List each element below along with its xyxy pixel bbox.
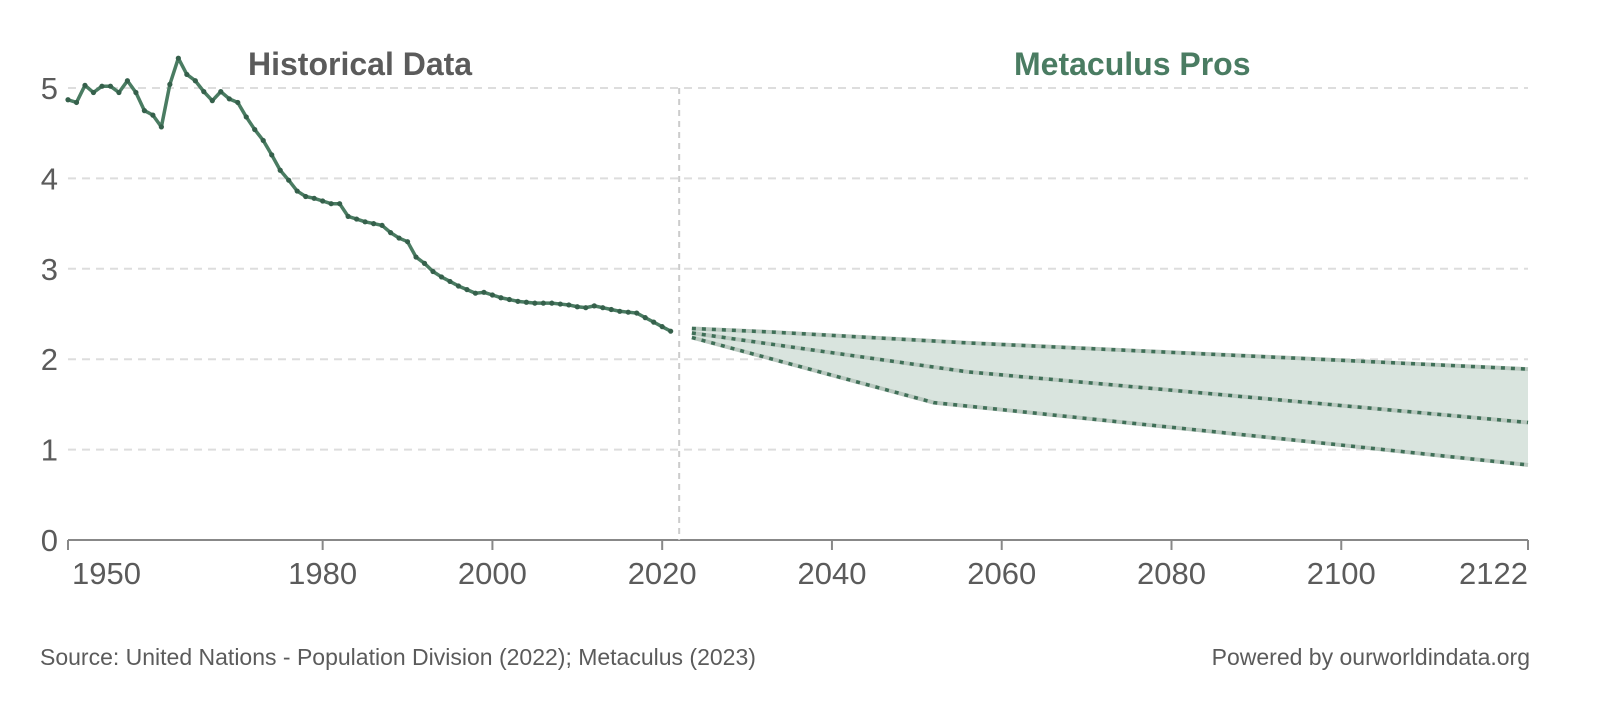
historical-point bbox=[192, 78, 198, 84]
historical-point bbox=[447, 278, 453, 285]
historical-point bbox=[218, 89, 224, 95]
historical-point bbox=[600, 305, 606, 311]
historical-point bbox=[625, 309, 631, 315]
historical-point bbox=[583, 305, 589, 311]
forecast-line-1 bbox=[691, 326, 1529, 371]
historical-point bbox=[320, 198, 326, 204]
historical-point bbox=[651, 319, 657, 325]
forecast-line-halo bbox=[691, 331, 1529, 425]
historical-point bbox=[523, 299, 529, 305]
historical-point bbox=[252, 126, 258, 133]
x-axis: 1950 1980 2000 2020 2040 2060 2080 2100 2122 bbox=[67, 539, 1529, 591]
historical-data-title: Historical Data bbox=[248, 46, 472, 82]
x-tick-label: 1950 bbox=[72, 556, 141, 591]
historical-point bbox=[82, 82, 88, 88]
historical-point bbox=[489, 292, 496, 298]
historical-point bbox=[269, 152, 275, 158]
historical-point bbox=[464, 286, 470, 293]
historical-point bbox=[532, 300, 538, 306]
historical-point bbox=[668, 328, 674, 334]
historical-point bbox=[608, 306, 614, 313]
source-note: Source: United Nations - Population Divi… bbox=[40, 644, 756, 670]
historical-point bbox=[337, 201, 343, 207]
y-axis: 0 1 2 3 4 5 bbox=[41, 71, 58, 558]
y-tick-label: 3 bbox=[41, 252, 58, 287]
historical-point bbox=[498, 295, 504, 301]
historical-point bbox=[65, 97, 71, 103]
historical-point bbox=[642, 315, 648, 321]
historical-point bbox=[150, 112, 156, 118]
historical-point bbox=[73, 99, 80, 106]
historical-point bbox=[107, 83, 114, 89]
historical-point bbox=[226, 96, 232, 102]
powered-by-link[interactable]: Powered by ourworldindata.org bbox=[1211, 644, 1530, 670]
historical-point bbox=[133, 89, 139, 96]
historical-point bbox=[354, 216, 360, 222]
y-tick-label: 5 bbox=[41, 71, 58, 106]
x-tick-label: 1980 bbox=[288, 556, 357, 591]
y-tick-label: 1 bbox=[41, 433, 58, 468]
historical-point bbox=[277, 167, 283, 173]
historical-point bbox=[235, 99, 241, 106]
historical-point bbox=[379, 222, 385, 229]
historical-point bbox=[201, 89, 207, 95]
historical-point bbox=[481, 289, 487, 295]
historical-point bbox=[413, 254, 419, 260]
historical-point bbox=[345, 213, 351, 219]
historical-point bbox=[540, 300, 546, 306]
historical-point bbox=[141, 108, 147, 114]
historical-point bbox=[617, 308, 623, 314]
historical-point bbox=[506, 296, 512, 303]
historical-point bbox=[328, 201, 334, 207]
historical-point bbox=[286, 177, 292, 183]
historical-point bbox=[303, 193, 309, 200]
y-tick-label: 4 bbox=[41, 161, 58, 196]
historical-point bbox=[175, 55, 181, 61]
historical-point bbox=[387, 230, 394, 236]
historical-point bbox=[591, 303, 597, 309]
historical-point bbox=[557, 301, 563, 307]
historical-point bbox=[260, 137, 266, 144]
historical-point bbox=[124, 78, 131, 84]
x-tick-label: 2000 bbox=[458, 556, 527, 591]
historical-point bbox=[158, 124, 164, 130]
x-tick-label: 2100 bbox=[1307, 556, 1376, 591]
historical-point bbox=[90, 89, 97, 96]
historical-point bbox=[116, 89, 122, 96]
historical-point bbox=[311, 195, 317, 201]
historical-point bbox=[438, 274, 445, 280]
x-tick-label: 2060 bbox=[967, 556, 1036, 591]
historical-point bbox=[396, 235, 402, 241]
historical-point bbox=[472, 290, 479, 296]
historical-point bbox=[634, 310, 640, 316]
forecast-line-3 bbox=[691, 335, 1529, 467]
historical-point bbox=[549, 300, 555, 306]
historical-point bbox=[455, 283, 462, 289]
historical-point bbox=[167, 81, 173, 87]
historical-point bbox=[430, 268, 436, 275]
historical-point bbox=[574, 304, 580, 310]
historical-point bbox=[99, 83, 105, 89]
historical-point bbox=[659, 324, 665, 330]
historical-point bbox=[294, 188, 300, 194]
historical-point bbox=[404, 239, 411, 245]
x-tick-label: 2020 bbox=[628, 556, 697, 591]
historical-point bbox=[209, 98, 215, 104]
series-lines bbox=[65, 55, 1529, 467]
x-tick-label: 2040 bbox=[797, 556, 866, 591]
historical-point bbox=[362, 219, 368, 225]
historical-line bbox=[67, 56, 672, 333]
x-tick-label: 2080 bbox=[1137, 556, 1206, 591]
historical-point bbox=[421, 260, 428, 266]
y-tick-label: 0 bbox=[41, 523, 58, 558]
historical-point bbox=[515, 298, 521, 304]
metaculus-pros-title: Metaculus Pros bbox=[1014, 46, 1251, 82]
y-tick-label: 2 bbox=[41, 342, 58, 377]
historical-point bbox=[184, 71, 190, 78]
historical-point bbox=[566, 302, 572, 308]
historical-point bbox=[243, 114, 249, 120]
historical-point bbox=[370, 221, 377, 227]
x-tick-label: 2122 bbox=[1459, 556, 1528, 591]
